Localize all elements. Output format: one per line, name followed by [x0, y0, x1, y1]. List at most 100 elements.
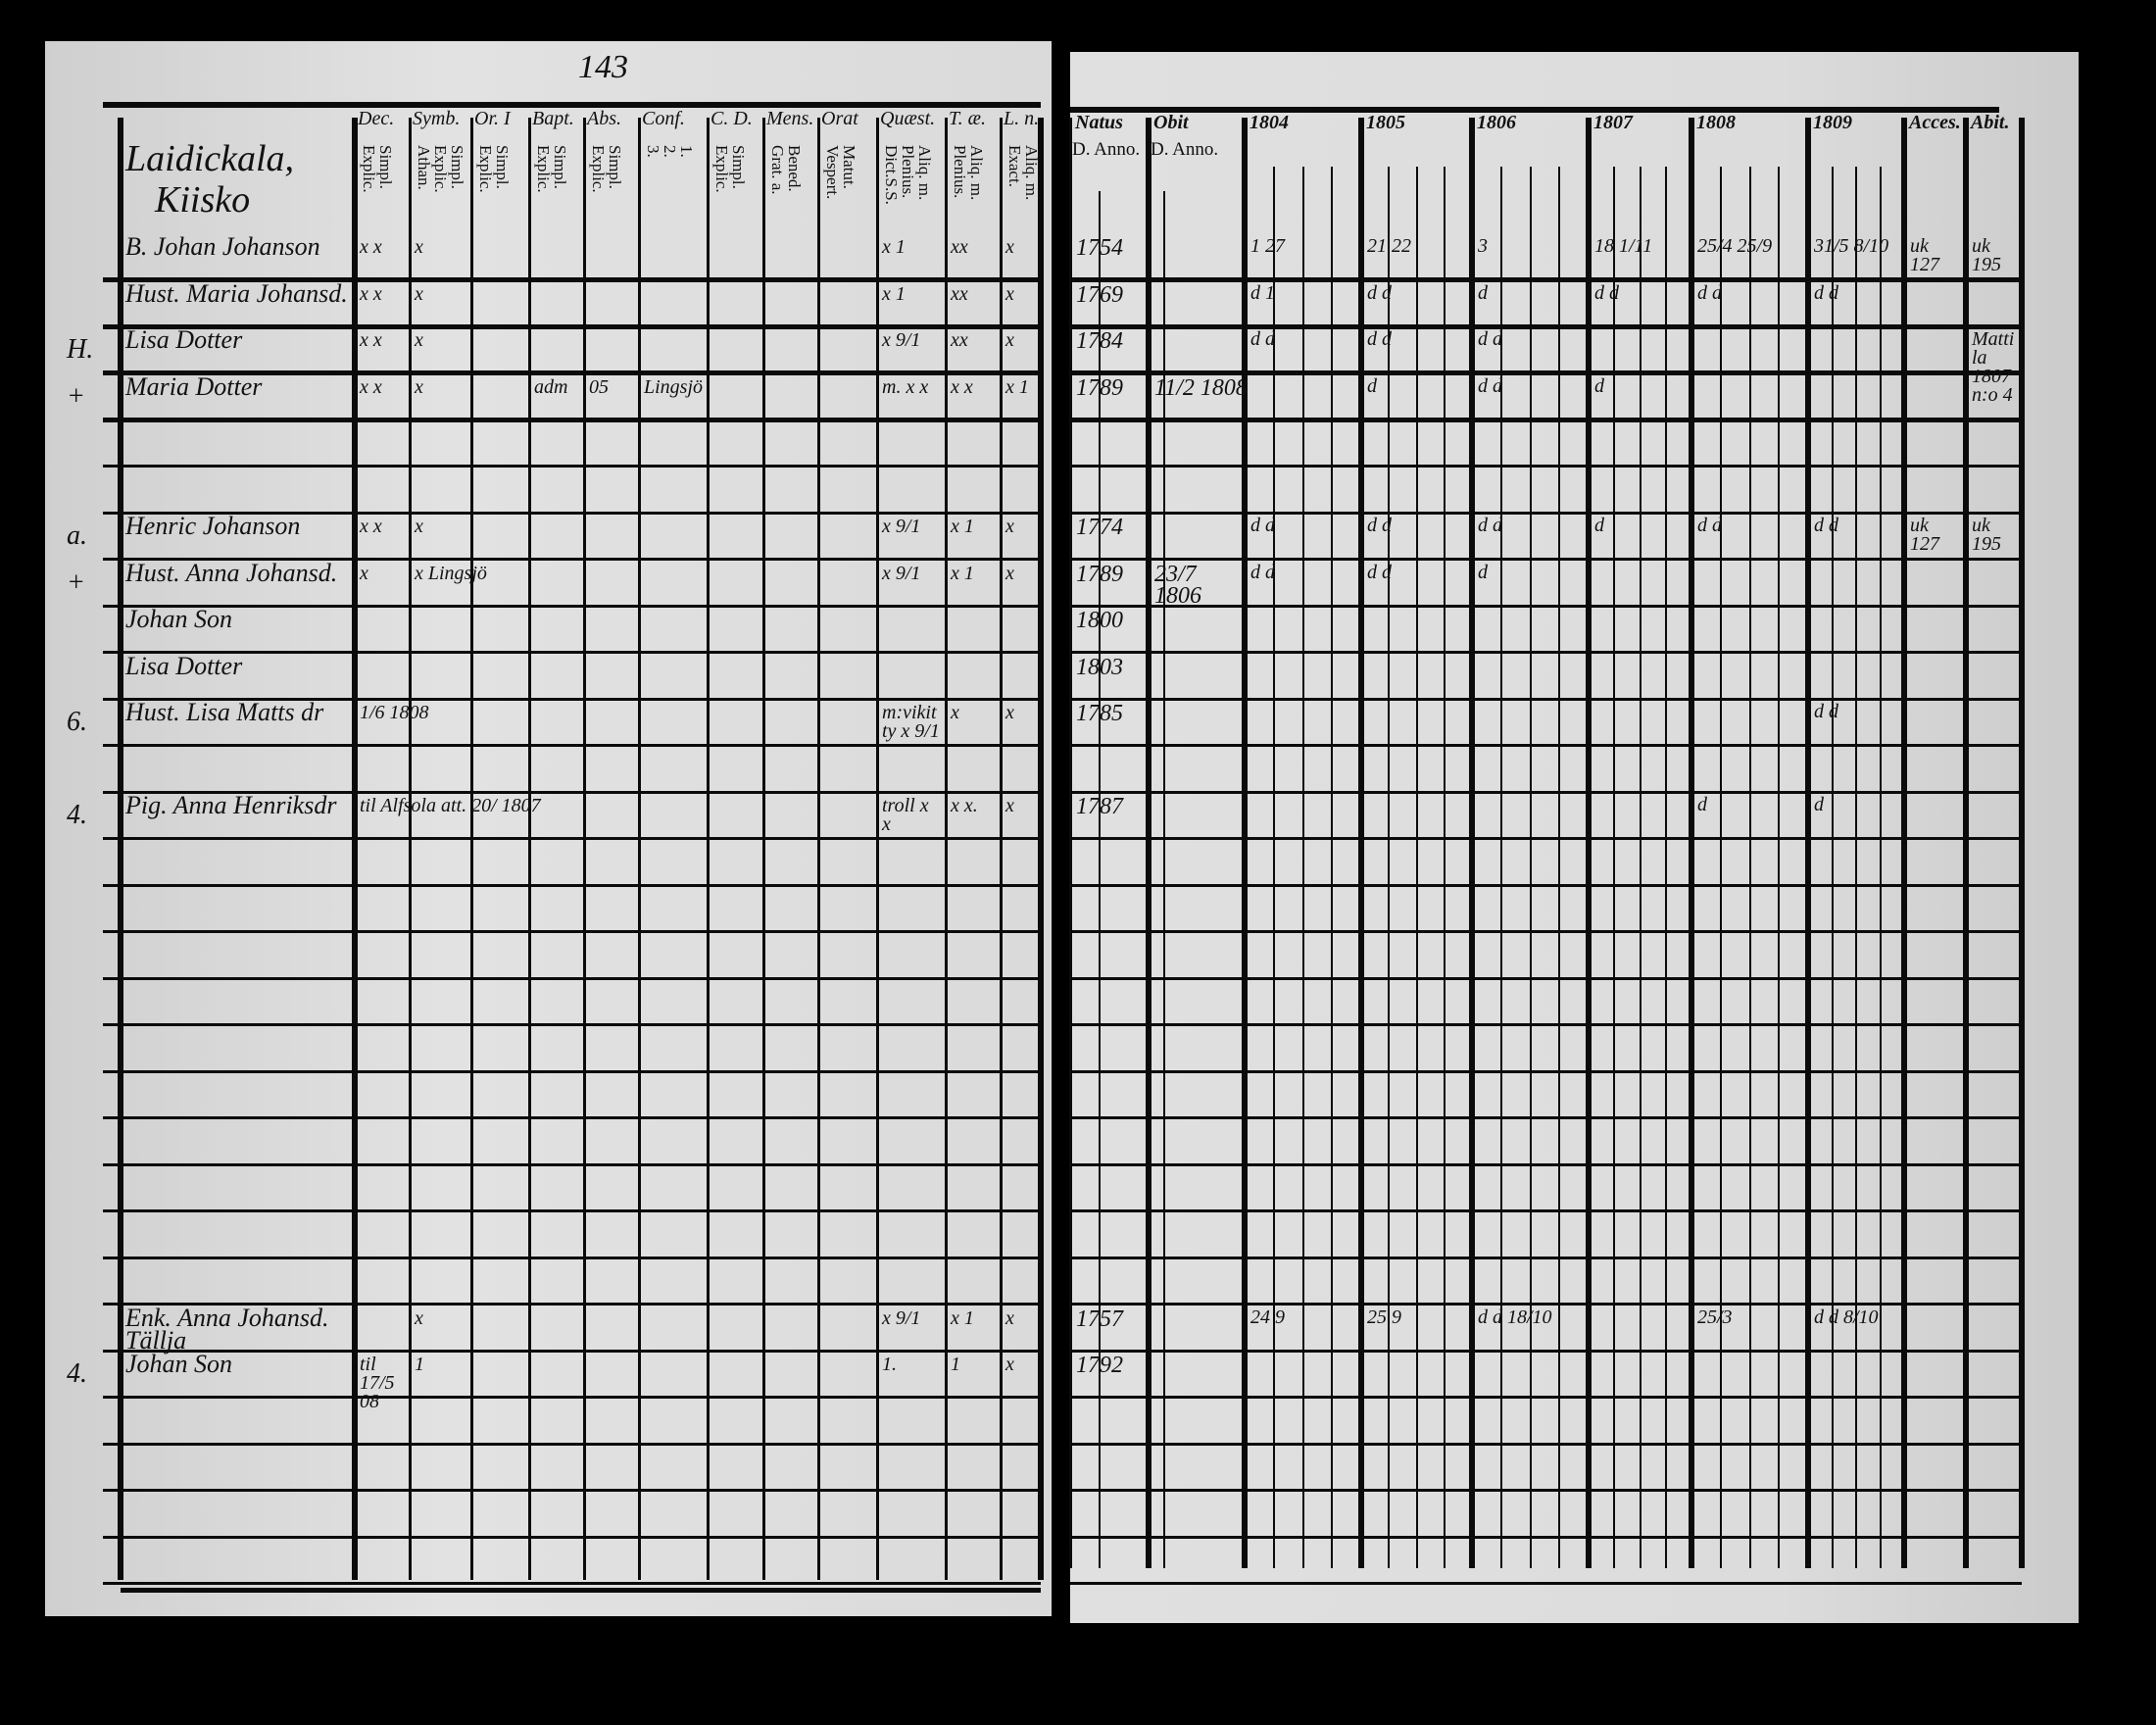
register-entry: 3 [1478, 235, 1488, 257]
register-entry: d [1697, 794, 1707, 815]
register-mark: m. x x [882, 375, 929, 398]
column-rule [1586, 118, 1592, 1568]
parish-name: Laidickala, [125, 138, 295, 179]
column-subheader: Simpl. Explic. [476, 145, 512, 193]
left-page [45, 41, 1052, 1616]
subcolumn-rule [1302, 167, 1304, 1568]
register-entry: d d [1250, 328, 1275, 350]
register-entry: 18 1/11 [1594, 235, 1653, 257]
column-rule [1901, 118, 1907, 1568]
column-rule [582, 118, 586, 1580]
column-header: Mens. [766, 108, 814, 129]
register-mark: x [1005, 1354, 1014, 1375]
register-mark: x [1005, 516, 1014, 537]
row-rule [103, 1535, 1041, 1539]
row-rule [103, 417, 1041, 422]
register-mark: 1 [415, 1354, 424, 1375]
register-entry: 25 9 [1367, 1306, 1401, 1328]
register-mark: x 1 [882, 282, 906, 305]
column-rule [1146, 118, 1152, 1568]
subcolumn-rule [1388, 167, 1390, 1568]
register-entry: d [1594, 374, 1604, 397]
register-entry: uk 127 [1910, 235, 1939, 275]
column-rule [1963, 118, 1969, 1568]
register-entry: 1757 [1076, 1306, 1123, 1332]
column-header: 1805 [1366, 112, 1405, 133]
row-rule [1070, 837, 2022, 840]
column-subheader: 1. 2. 3. [644, 145, 696, 158]
row-rule [1070, 1582, 2022, 1585]
subcolumn-rule [1720, 167, 1722, 1568]
row-marker: 6. [67, 707, 87, 737]
register-entry: uk 195 [1972, 235, 2001, 275]
row-marker: + [67, 380, 85, 412]
register-entry: 25/3 [1697, 1306, 1733, 1328]
register-mark: xx [951, 236, 968, 258]
register-entry: 1774 [1076, 515, 1123, 540]
row-rule [1070, 976, 2022, 980]
column-header: Orat [821, 108, 858, 129]
row-marker: a. [67, 520, 87, 551]
subcolumn-rule [1778, 167, 1780, 1568]
row-rule [103, 1303, 1041, 1306]
row-rule [1070, 1303, 2022, 1306]
column-subheader: Simpl. Explic. [712, 145, 748, 193]
column-header: Or. I [474, 108, 511, 129]
register-mark: troll x x [882, 795, 929, 835]
column-rule [761, 118, 765, 1580]
column-header: T. æ. [949, 108, 986, 129]
register-entry: d d [1367, 281, 1392, 304]
row-rule [1070, 1349, 2022, 1353]
register-mark: x [360, 562, 368, 584]
column-rule [706, 118, 710, 1580]
register-mark: x x. [951, 795, 978, 816]
register-entry: d d [1367, 515, 1392, 536]
column-rule [1689, 118, 1694, 1568]
register-mark: x x [360, 516, 382, 537]
register-mark: x 1 [951, 1306, 974, 1329]
column-subheader: D. Anno. [1072, 139, 1141, 160]
person-name: B. Johan Johanson [125, 232, 320, 261]
column-rule [1068, 118, 1072, 1568]
register-entry: 1792 [1076, 1353, 1123, 1378]
register-entry: d d 8/10 [1814, 1306, 1879, 1328]
register-mark: 1 [951, 1354, 960, 1375]
register-entry: 1789 [1076, 561, 1123, 587]
register-entry: d 1 [1250, 281, 1275, 304]
column-rule [2019, 118, 2025, 1568]
register-entry: d d [1367, 561, 1392, 583]
subcolumn-rule [1163, 191, 1165, 1568]
subcolumn-rule [1640, 167, 1642, 1568]
column-subheader: Matut. Vespert. [823, 145, 858, 200]
column-rule [637, 118, 641, 1580]
register-entry: 25/4 25/9 [1697, 235, 1773, 257]
row-rule [1070, 1396, 2022, 1399]
column-header: Symb. [413, 108, 461, 129]
row-rule [1070, 370, 2022, 375]
register-entry: d [1478, 561, 1488, 583]
row-rule [1070, 883, 2022, 887]
register-entry: d d [1697, 281, 1722, 304]
row-rule [1070, 1256, 2022, 1259]
column-subheader: Aliq. m. Plenius. [951, 145, 986, 201]
register-entry: 1800 [1076, 608, 1123, 633]
person-name: Johan Son [125, 605, 233, 633]
row-rule [1070, 1069, 2022, 1073]
register-mark: x [1005, 1306, 1014, 1329]
column-subheader: Simpl. Explic. [534, 145, 569, 193]
column-rule [875, 118, 879, 1580]
register-entry: d [1367, 374, 1377, 397]
register-mark: x x [951, 375, 973, 398]
subcolumn-rule [1665, 167, 1667, 1568]
register-mark: x Lingsjö [415, 562, 487, 584]
person-name: Lisa Dotter [125, 651, 243, 680]
register-mark: til 17/5 08 [360, 1354, 395, 1412]
subcolumn-rule [1855, 167, 1857, 1568]
register-mark: x [415, 1306, 423, 1329]
row-marker: H. [67, 334, 94, 365]
row-rule [103, 1069, 1041, 1073]
register-entry: 31/5 8/10 [1814, 235, 1889, 257]
column-header: C. D. [710, 108, 753, 129]
row-rule [103, 651, 1041, 654]
column-subheader: Simpl. Explic. Athan. [415, 145, 466, 193]
